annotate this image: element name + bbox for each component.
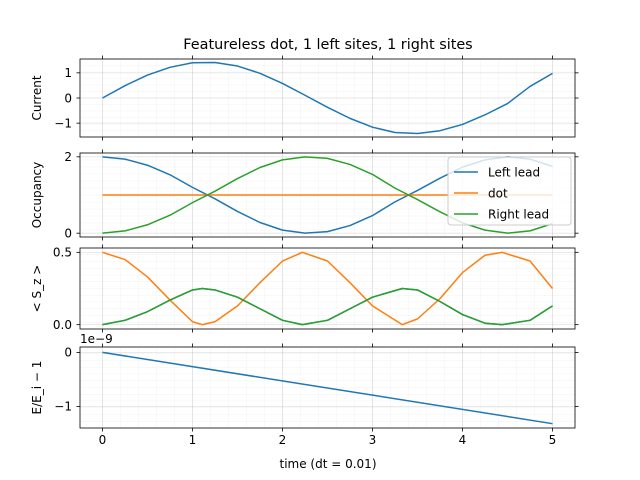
series-line-1: [102, 61, 553, 135]
series-line-1: [102, 251, 554, 326]
y-tick-label: 0: [64, 226, 72, 240]
y-axis-label: E/E_i − 1: [30, 361, 44, 415]
series-line-1: [102, 351, 553, 425]
legend: Left lead dot Right lead: [447, 156, 572, 226]
panel-2: 0 2 Occupancy Left lead dot Right lead: [30, 149, 579, 241]
x-tick-label: 0: [99, 433, 107, 447]
y-tick-label: 0: [64, 91, 72, 105]
panels: −1 0 1 Current 0 2 Occupancy Left lead dot Right …: [30, 55, 579, 447]
axes-frame: [79, 152, 576, 238]
x-tick-label: 4: [459, 433, 467, 447]
axes-frame: [79, 247, 576, 330]
y-tick-label: 0.5: [53, 246, 72, 260]
x-tick-label: 5: [549, 433, 557, 447]
y-axis-label: Current: [30, 75, 44, 120]
legend-label: Right lead: [488, 208, 549, 222]
legend-box: [447, 156, 572, 226]
y-tick-label: 2: [64, 150, 72, 164]
y-axis-label: Occupancy: [30, 162, 44, 229]
y-tick-label: −1: [54, 116, 72, 130]
axes-frame: [79, 346, 576, 429]
x-tick-label: 3: [369, 433, 377, 447]
panel-4: 0 1 2 3 4 5 −1 0 E/E_i − 1 1e−9: [30, 332, 579, 447]
y-axis-label: < S_z >: [30, 265, 44, 313]
y-tick-label: −1: [54, 400, 72, 414]
legend-label: dot: [488, 187, 508, 201]
y-tick-label: 0.0: [53, 318, 72, 332]
series-line-3: [102, 287, 553, 326]
chart-title: Featureless dot, 1 left sites, 1 right s…: [183, 37, 472, 53]
x-tick-label: 1: [189, 433, 197, 447]
panel-3: 0.0 0.5 < S_z >: [30, 244, 579, 333]
panel-1: −1 0 1 Current: [30, 55, 579, 141]
x-tick-label: 2: [279, 433, 287, 447]
series-right-lead: [102, 156, 553, 234]
y-tick-label: 1: [64, 66, 72, 80]
x-axis-label: time (dt = 0.01): [279, 457, 376, 471]
y-offset-text: 1e−9: [80, 332, 113, 346]
legend-label: Left lead: [488, 166, 540, 180]
y-tick-label: 0: [64, 346, 72, 360]
